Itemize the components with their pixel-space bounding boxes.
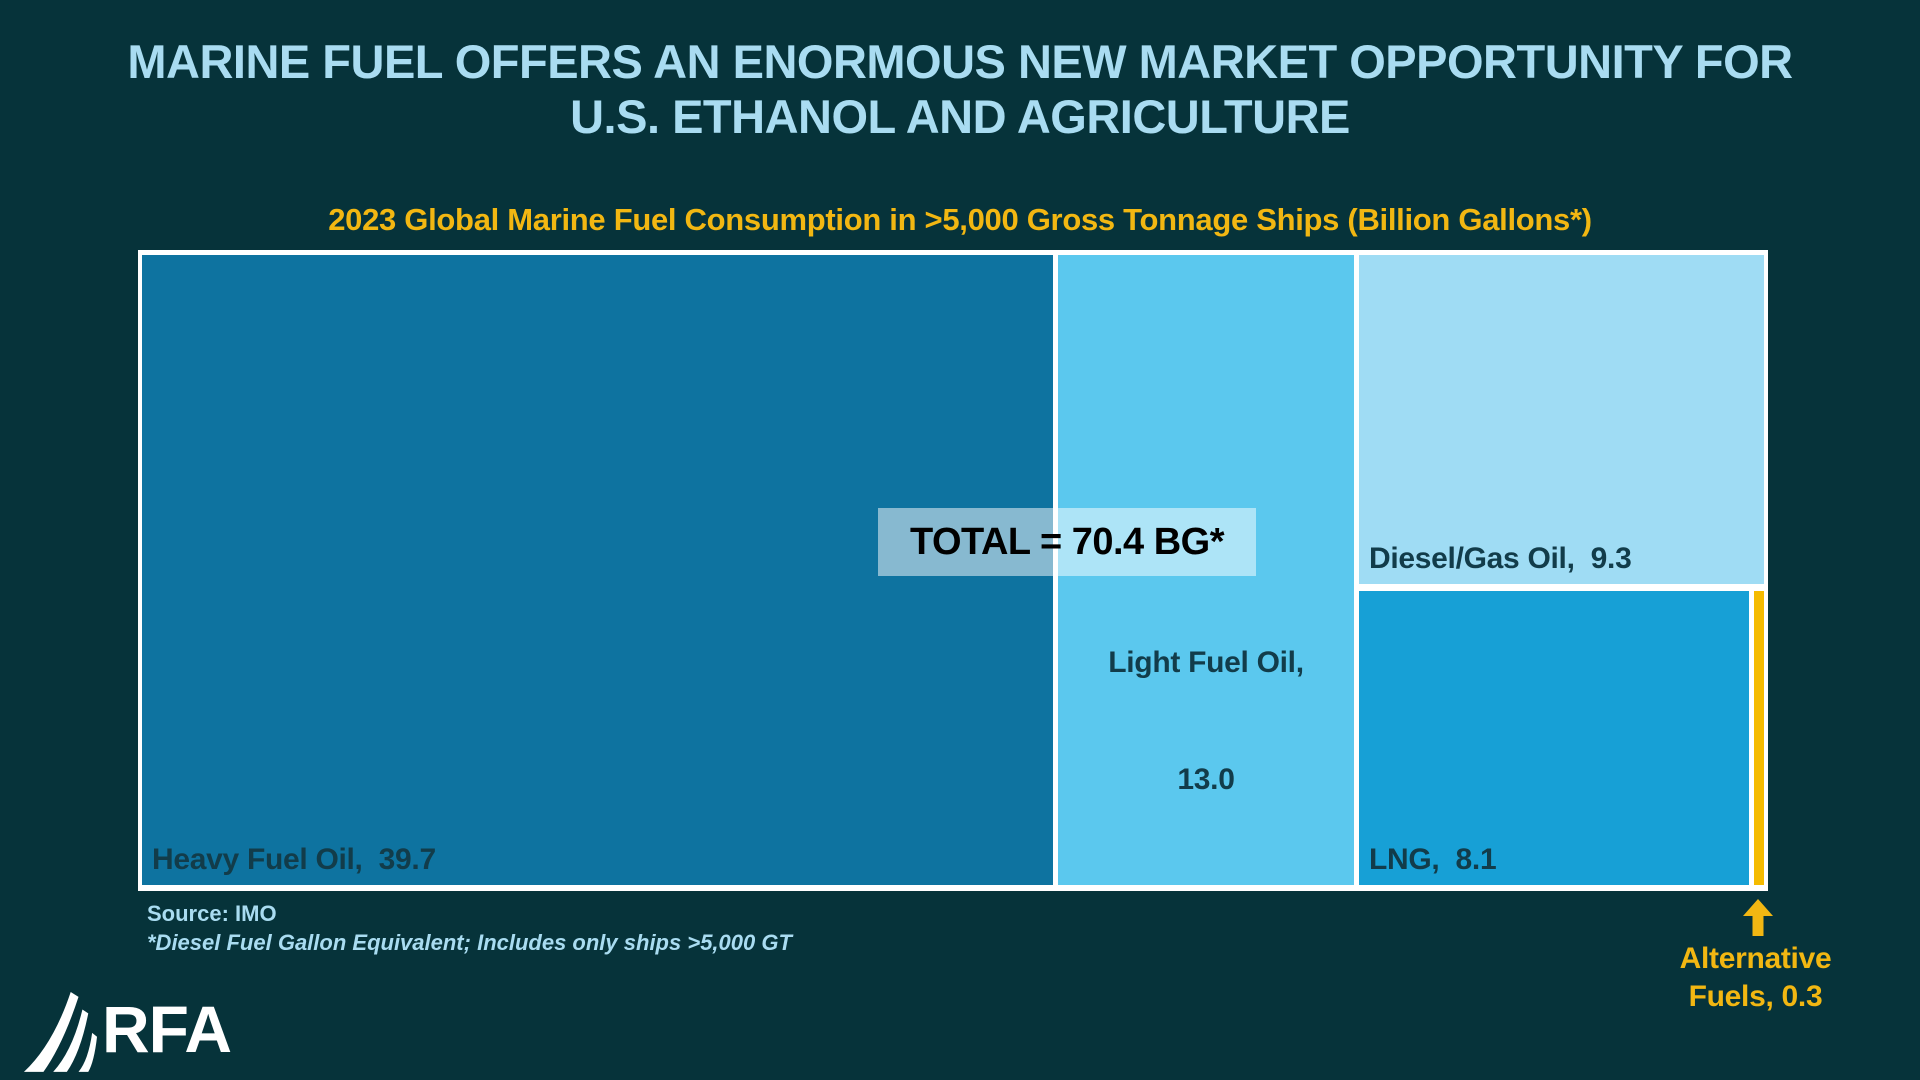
page-title-line1: MARINE FUEL OFFERS AN ENORMOUS NEW MARKE… (127, 35, 1793, 88)
road-swoosh-icon (23, 991, 98, 1072)
page-title: MARINE FUEL OFFERS AN ENORMOUS NEW MARKE… (0, 34, 1920, 145)
total-callout: TOTAL = 70.4 BG* (878, 508, 1256, 576)
light-fuel-oil-label-line2: 13.0 (1177, 763, 1235, 796)
treemap-cell-alternative-fuels (1754, 591, 1764, 885)
lng-label: LNG, 8.1 (1369, 843, 1497, 876)
rfa-logo-text: RFA (102, 992, 232, 1066)
treemap-chart: Heavy Fuel Oil, 39.7 Light Fuel Oil, 13.… (138, 250, 1768, 891)
treemap-cell-lng: LNG, 8.1 (1359, 591, 1749, 885)
alternative-fuels-annotation-line2: Fuels, 0.3 (1688, 980, 1823, 1014)
chart-title: 2023 Global Marine Fuel Consumption in >… (328, 202, 1592, 237)
footnote: *Diesel Fuel Gallon Equivalent; Includes… (147, 930, 792, 955)
alternative-fuels-annotation: Alternative Fuels, 0.3 (1628, 940, 1883, 1017)
diesel-gas-oil-label: Diesel/Gas Oil, 9.3 (1369, 542, 1632, 575)
up-arrow-icon (1743, 899, 1773, 936)
rfa-logo: RFA (22, 984, 232, 1074)
total-callout-text: TOTAL = 70.4 BG* (909, 520, 1225, 563)
light-fuel-oil-label: Light Fuel Oil, 13.0 (1058, 565, 1354, 877)
light-fuel-oil-label-line1: Light Fuel Oil, (1108, 646, 1304, 679)
source-note: Source: IMO (147, 901, 277, 926)
page-title-line2: U.S. ETHANOL AND AGRICULTURE (570, 90, 1350, 144)
alternative-fuels-annotation-line1: Alternative (1679, 942, 1832, 975)
treemap-cell-diesel-gas-oil: Diesel/Gas Oil, 9.3 (1359, 255, 1764, 584)
heavy-fuel-oil-label: Heavy Fuel Oil, 39.7 (152, 843, 436, 876)
